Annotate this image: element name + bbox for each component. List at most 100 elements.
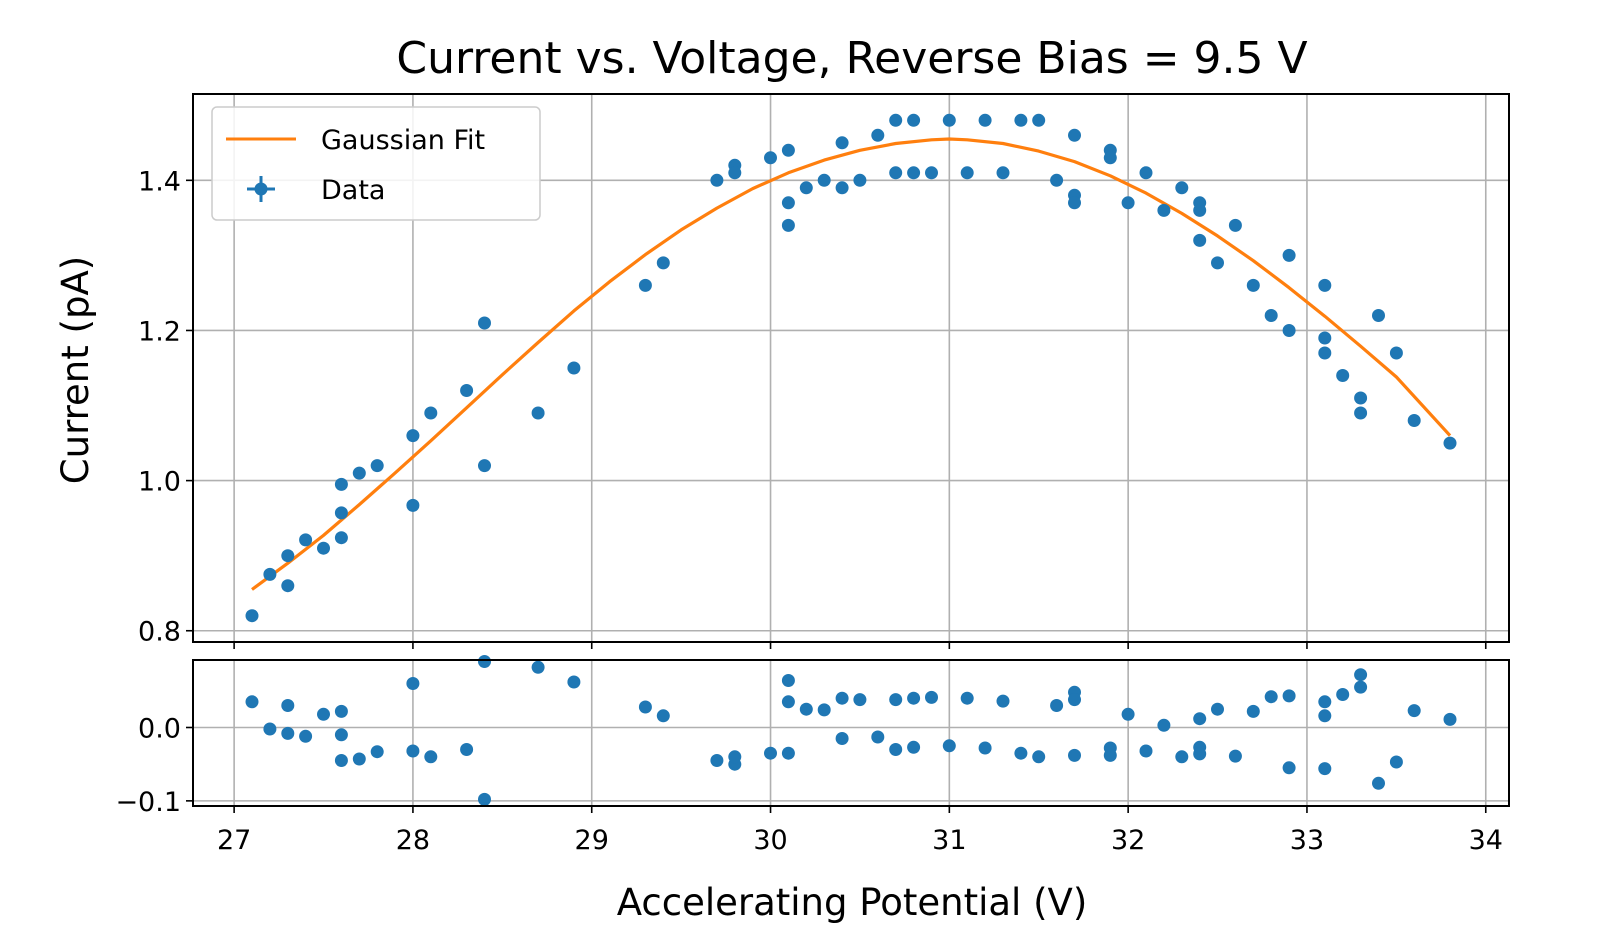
data-point bbox=[764, 746, 777, 760]
data-point bbox=[925, 166, 938, 180]
data-point bbox=[424, 406, 438, 420]
data-point bbox=[781, 218, 795, 232]
data-point bbox=[656, 709, 670, 723]
data-point bbox=[406, 498, 420, 512]
data-point bbox=[1193, 233, 1207, 247]
data-point bbox=[907, 166, 921, 180]
data-point bbox=[370, 459, 384, 473]
data-point bbox=[871, 128, 885, 142]
fit-curve bbox=[251, 137, 1452, 591]
data-point bbox=[871, 730, 885, 744]
data-point bbox=[817, 703, 831, 717]
data-point bbox=[567, 361, 581, 375]
data-point bbox=[352, 466, 366, 480]
data-point bbox=[263, 722, 277, 736]
data-point bbox=[781, 196, 795, 210]
data-point bbox=[1282, 689, 1296, 703]
residual-plot-frame bbox=[192, 659, 1510, 807]
data-point bbox=[1014, 113, 1028, 127]
data-point bbox=[996, 694, 1010, 708]
data-point bbox=[406, 744, 420, 758]
data-point bbox=[1228, 749, 1242, 763]
data-point bbox=[281, 549, 295, 563]
data-point bbox=[1354, 668, 1368, 682]
data-point bbox=[799, 181, 813, 195]
data-point bbox=[531, 660, 545, 674]
data-point bbox=[889, 693, 903, 707]
data-point bbox=[960, 166, 974, 180]
main-x-ticks bbox=[233, 642, 1487, 649]
y-tick-label: 0.0 bbox=[138, 713, 181, 744]
x-tick-label: 32 bbox=[1111, 825, 1145, 856]
data-point bbox=[281, 579, 295, 593]
data-point bbox=[424, 750, 438, 764]
data-point bbox=[1157, 203, 1171, 217]
data-point bbox=[478, 459, 491, 473]
data-point bbox=[1068, 748, 1081, 762]
data-point bbox=[352, 752, 366, 766]
data-point bbox=[1336, 369, 1350, 382]
data-point bbox=[334, 506, 348, 520]
data-point bbox=[1211, 702, 1224, 716]
residual-plot-panel: −0.1 0.0 27 28 29 30 31 32 33 34 Accelerating Po… bbox=[115, 655, 1510, 924]
data-point bbox=[1282, 324, 1296, 337]
data-point bbox=[1407, 704, 1421, 718]
data-point bbox=[1372, 309, 1385, 322]
data-point bbox=[1193, 712, 1207, 726]
data-point bbox=[1354, 391, 1368, 405]
data-point bbox=[299, 533, 313, 547]
data-point bbox=[835, 691, 849, 705]
data-point bbox=[728, 750, 742, 764]
data-point bbox=[1157, 718, 1171, 732]
data-point bbox=[1068, 196, 1081, 210]
data-point bbox=[1014, 746, 1028, 760]
x-axis-label: Accelerating Potential (V) bbox=[617, 881, 1088, 924]
x-tick-label: 34 bbox=[1469, 825, 1503, 856]
data-point bbox=[1407, 414, 1421, 427]
main-y-ticks: 0.8 1.0 1.2 1.4 bbox=[138, 166, 193, 648]
data-point bbox=[1318, 709, 1332, 723]
data-point bbox=[334, 477, 348, 491]
data-point bbox=[996, 166, 1010, 180]
data-point bbox=[478, 655, 491, 668]
data-point bbox=[978, 113, 992, 127]
data-point bbox=[1050, 699, 1064, 712]
data-point bbox=[799, 702, 813, 716]
data-point bbox=[1032, 113, 1046, 127]
data-point bbox=[907, 113, 921, 127]
data-point bbox=[656, 256, 670, 270]
data-point bbox=[1228, 218, 1242, 232]
data-point bbox=[1354, 406, 1368, 420]
y-tick-label: −0.1 bbox=[115, 787, 181, 818]
main-plot-frame bbox=[192, 93, 1510, 643]
legend-label-fit: Gaussian Fit bbox=[321, 125, 485, 156]
data-point bbox=[317, 541, 330, 555]
data-point bbox=[1139, 744, 1153, 758]
data-point bbox=[370, 745, 384, 759]
data-point bbox=[1389, 346, 1403, 360]
data-point bbox=[889, 166, 903, 180]
data-point bbox=[1389, 755, 1403, 769]
data-point bbox=[925, 690, 938, 704]
data-point bbox=[710, 754, 724, 767]
data-point bbox=[406, 429, 420, 443]
data-point bbox=[710, 173, 724, 187]
data-point bbox=[960, 691, 974, 705]
y-tick-label: 1.2 bbox=[138, 316, 181, 347]
data-point bbox=[978, 741, 992, 755]
data-point bbox=[835, 136, 849, 150]
data-point bbox=[817, 173, 831, 187]
residual-y-ticks: −0.1 0.0 bbox=[115, 713, 193, 818]
data-point bbox=[1121, 707, 1135, 721]
data-point bbox=[1318, 331, 1332, 345]
x-tick-label: 29 bbox=[575, 825, 609, 856]
data-point bbox=[478, 316, 491, 330]
data-point bbox=[781, 143, 795, 157]
data-point bbox=[1318, 346, 1332, 360]
data-point bbox=[478, 792, 491, 806]
data-point bbox=[245, 609, 259, 623]
data-point bbox=[281, 699, 295, 712]
data-point bbox=[889, 113, 903, 127]
data-point bbox=[406, 677, 420, 690]
